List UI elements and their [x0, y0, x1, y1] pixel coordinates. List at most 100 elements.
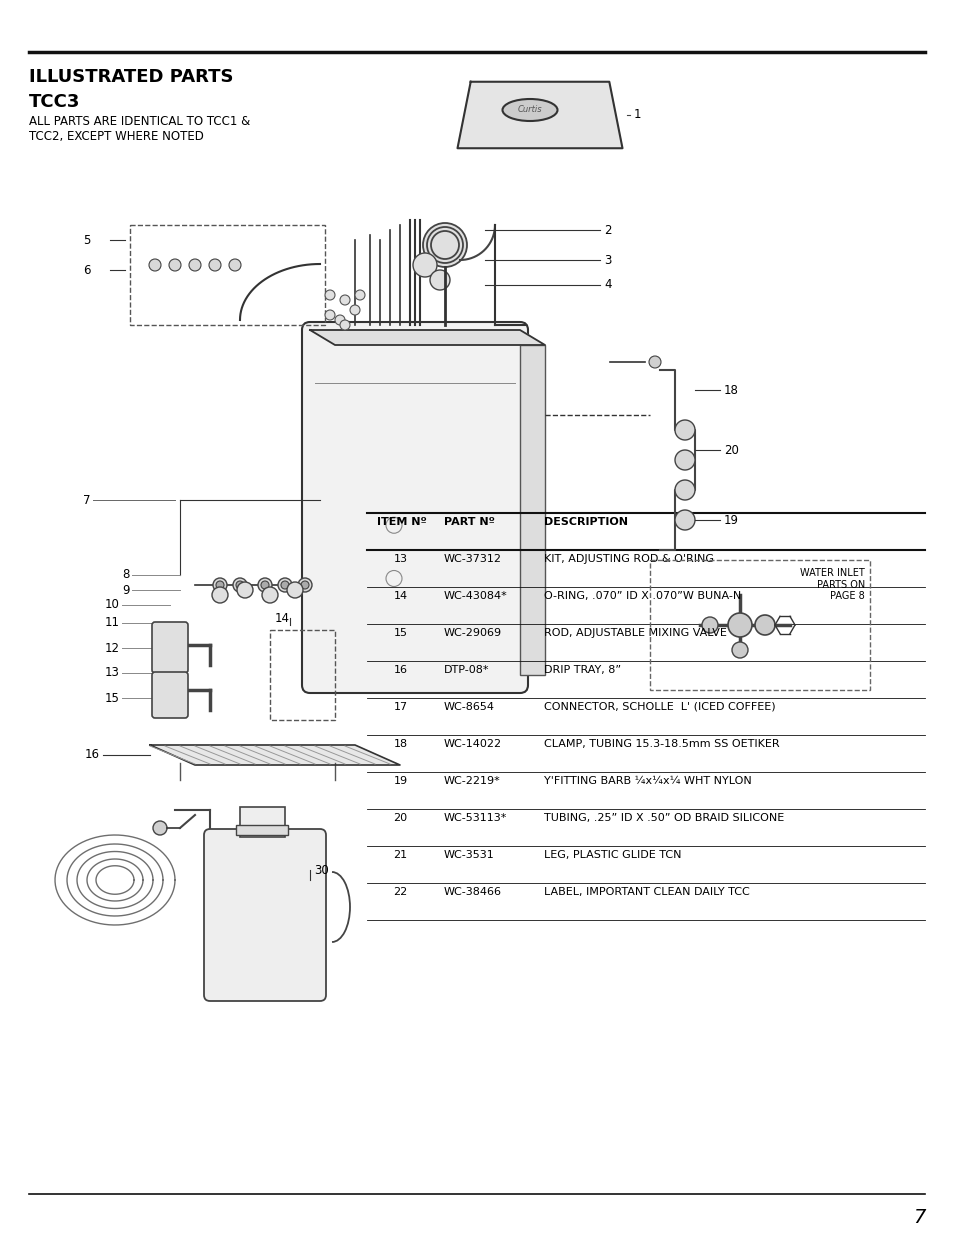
- Circle shape: [413, 253, 436, 277]
- Text: WC-43084*: WC-43084*: [443, 590, 507, 600]
- Text: LEG, PLASTIC GLIDE TCN: LEG, PLASTIC GLIDE TCN: [543, 850, 680, 860]
- Bar: [235, 825, 288, 835]
- Text: 10: 10: [105, 599, 120, 611]
- Circle shape: [262, 587, 277, 603]
- Text: 17: 17: [394, 701, 407, 711]
- Circle shape: [675, 480, 695, 500]
- Text: 19: 19: [723, 514, 739, 526]
- Text: 19: 19: [394, 776, 407, 785]
- Text: 6: 6: [83, 263, 91, 277]
- Circle shape: [386, 517, 401, 534]
- Text: KIT, ADJUSTING ROD & O'RING: KIT, ADJUSTING ROD & O'RING: [543, 553, 713, 563]
- Circle shape: [427, 227, 462, 263]
- Text: WC-53113*: WC-53113*: [443, 813, 506, 823]
- Circle shape: [233, 578, 247, 592]
- Text: 16: 16: [394, 664, 407, 674]
- Circle shape: [430, 270, 450, 290]
- Text: 15: 15: [105, 692, 120, 704]
- Text: Curtis: Curtis: [517, 105, 541, 115]
- Circle shape: [335, 315, 345, 325]
- Text: LABEL, IMPORTANT CLEAN DAILY TCC: LABEL, IMPORTANT CLEAN DAILY TCC: [543, 887, 749, 897]
- Text: 16: 16: [85, 748, 100, 762]
- Bar: [270, 630, 335, 720]
- FancyBboxPatch shape: [152, 622, 188, 673]
- Text: WATER INLET
PARTS ON
PAGE 8: WATER INLET PARTS ON PAGE 8: [800, 568, 864, 601]
- Circle shape: [754, 615, 774, 635]
- Text: WC-3531: WC-3531: [443, 850, 494, 860]
- Circle shape: [277, 578, 292, 592]
- Circle shape: [149, 259, 161, 270]
- FancyBboxPatch shape: [302, 322, 527, 693]
- Text: 11: 11: [105, 616, 120, 630]
- Text: 8: 8: [123, 568, 130, 582]
- Text: CONNECTOR, SCHOLLE  L' (ICED COFFEE): CONNECTOR, SCHOLLE L' (ICED COFFEE): [543, 701, 775, 711]
- Text: TCC3: TCC3: [29, 93, 80, 111]
- Bar: [519, 345, 544, 676]
- Circle shape: [339, 320, 350, 330]
- Text: TUBING, .25” ID X .50” OD BRAID SILICONE: TUBING, .25” ID X .50” OD BRAID SILICONE: [543, 813, 783, 823]
- Text: 14: 14: [394, 590, 407, 600]
- Text: O-RING, .070” ID X .070”W BUNA-N: O-RING, .070” ID X .070”W BUNA-N: [543, 590, 740, 600]
- Text: DRIP TRAY, 8”: DRIP TRAY, 8”: [543, 664, 620, 674]
- Bar: [130, 225, 325, 325]
- Text: Y'FITTING BARB ¼x¼x¼ WHT NYLON: Y'FITTING BARB ¼x¼x¼ WHT NYLON: [543, 776, 751, 785]
- Text: WC-14022: WC-14022: [443, 739, 501, 748]
- Text: 20: 20: [723, 443, 739, 457]
- Text: DESCRIPTION: DESCRIPTION: [543, 516, 627, 526]
- Text: WC-38466: WC-38466: [443, 887, 501, 897]
- FancyBboxPatch shape: [204, 829, 326, 1002]
- Ellipse shape: [502, 99, 557, 121]
- Circle shape: [422, 224, 467, 267]
- Circle shape: [701, 618, 718, 634]
- Circle shape: [731, 642, 747, 658]
- Circle shape: [325, 290, 335, 300]
- Text: ILLUSTRATED PARTS: ILLUSTRATED PARTS: [29, 68, 233, 86]
- Text: 13: 13: [394, 553, 407, 563]
- Circle shape: [355, 290, 365, 300]
- Text: WC-37312: WC-37312: [443, 553, 501, 563]
- Circle shape: [675, 510, 695, 530]
- Circle shape: [189, 259, 201, 270]
- Text: 4: 4: [603, 279, 611, 291]
- Text: 30: 30: [314, 863, 329, 877]
- Text: DTP-08*: DTP-08*: [443, 664, 489, 674]
- Circle shape: [301, 580, 309, 589]
- Text: 7: 7: [83, 494, 91, 506]
- Circle shape: [235, 580, 244, 589]
- Circle shape: [261, 580, 269, 589]
- Circle shape: [212, 587, 228, 603]
- Text: 18: 18: [394, 739, 407, 748]
- Text: CLAMP, TUBING 15.3-18.5mm SS OETIKER: CLAMP, TUBING 15.3-18.5mm SS OETIKER: [543, 739, 779, 748]
- Circle shape: [297, 578, 312, 592]
- Circle shape: [287, 582, 303, 598]
- Circle shape: [431, 231, 458, 259]
- Circle shape: [648, 356, 660, 368]
- Bar: [240, 806, 285, 837]
- Circle shape: [213, 578, 227, 592]
- Text: 2: 2: [603, 224, 611, 236]
- Circle shape: [209, 259, 221, 270]
- Circle shape: [152, 821, 167, 835]
- Circle shape: [386, 571, 401, 587]
- Text: WC-29069: WC-29069: [443, 627, 501, 637]
- Text: WC-8654: WC-8654: [443, 701, 494, 711]
- Circle shape: [675, 450, 695, 471]
- Text: 1: 1: [634, 109, 640, 121]
- Circle shape: [675, 420, 695, 440]
- Text: ALL PARTS ARE IDENTICAL TO TCC1 &
TCC2, EXCEPT WHERE NOTED: ALL PARTS ARE IDENTICAL TO TCC1 & TCC2, …: [29, 115, 250, 143]
- Text: 5: 5: [83, 233, 91, 247]
- Polygon shape: [150, 745, 399, 764]
- Text: 14: 14: [274, 613, 290, 625]
- FancyBboxPatch shape: [152, 672, 188, 718]
- Circle shape: [281, 580, 289, 589]
- Text: ROD, ADJUSTABLE MIXING VALVE: ROD, ADJUSTABLE MIXING VALVE: [543, 627, 726, 637]
- Text: 9: 9: [122, 583, 130, 597]
- Polygon shape: [310, 330, 544, 345]
- Circle shape: [236, 582, 253, 598]
- Text: 13: 13: [105, 667, 120, 679]
- Bar: [649, 559, 869, 690]
- Polygon shape: [457, 82, 622, 148]
- Circle shape: [215, 580, 224, 589]
- Text: 3: 3: [603, 253, 611, 267]
- Text: PART Nº: PART Nº: [443, 516, 494, 526]
